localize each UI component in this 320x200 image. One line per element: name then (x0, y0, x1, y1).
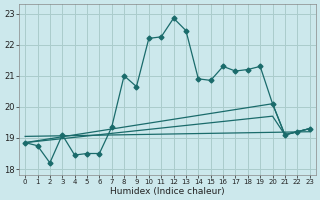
X-axis label: Humidex (Indice chaleur): Humidex (Indice chaleur) (110, 187, 225, 196)
